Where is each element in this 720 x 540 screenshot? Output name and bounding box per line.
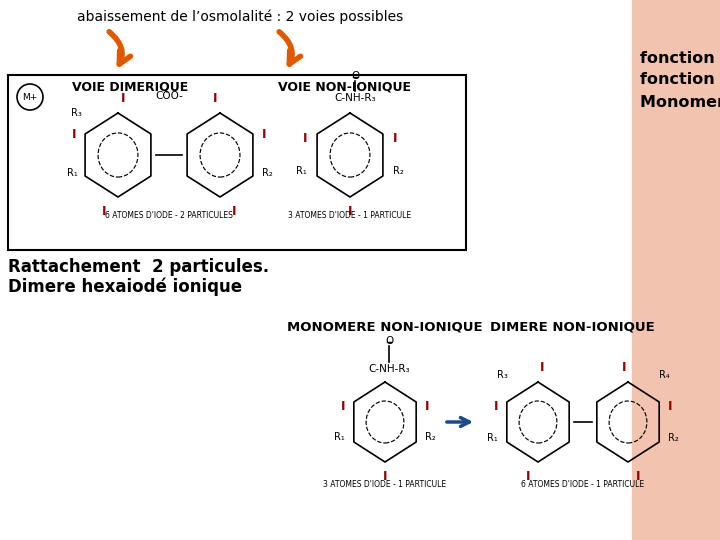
Text: I: I [341,401,345,414]
Text: I: I [212,92,217,105]
Text: abaissement de l’osmolalité : 2 voies possibles: abaissement de l’osmolalité : 2 voies p… [77,10,403,24]
Text: R₄: R₄ [659,370,670,380]
Text: Dimere hexaiodé ionique: Dimere hexaiodé ionique [8,278,242,296]
Text: I: I [393,132,397,145]
Text: I: I [425,401,430,414]
Text: I: I [540,361,544,374]
Text: I: I [262,129,266,141]
Text: I: I [302,132,307,145]
Text: R₁: R₁ [334,432,345,442]
Text: Monomere tri-iodé non inique: Monomere tri-iodé non inique [640,94,720,110]
Text: MONOMERE NON-IONIQUE: MONOMERE NON-IONIQUE [287,320,483,333]
Text: R₂: R₂ [393,166,404,176]
Bar [8,75,466,250]
Text: I: I [71,129,76,141]
Text: 3 ATOMES D'IODE - 1 PARTICULE: 3 ATOMES D'IODE - 1 PARTICULE [289,211,412,220]
Text: O: O [385,336,393,346]
Text: I: I [102,205,107,218]
Text: COO-: COO- [155,91,183,101]
Text: I: I [526,470,530,483]
Bar [632,0,720,540]
Text: R₁: R₁ [296,166,307,176]
Text: I: I [668,400,672,413]
Text: C-NH-R₃: C-NH-R₃ [334,93,376,103]
Text: fonction saline remplacée par une: fonction saline remplacée par une [640,50,720,66]
Text: 6 ATOMES D'IODE - 1 PARTICULE: 6 ATOMES D'IODE - 1 PARTICULE [521,480,644,489]
Text: R₁: R₁ [67,168,78,178]
Text: 3 ATOMES D'IODE - 1 PARTICULE: 3 ATOMES D'IODE - 1 PARTICULE [323,480,446,489]
Text: R₂: R₂ [425,432,436,442]
Text: VOIE DIMERIQUE: VOIE DIMERIQUE [72,80,188,93]
Text: fonction amine:: fonction amine: [640,72,720,87]
Text: O: O [351,71,359,81]
Text: R₂: R₂ [668,433,679,443]
Text: I: I [383,470,387,483]
Text: I: I [348,205,352,218]
Text: Rattachement  2 particules.: Rattachement 2 particules. [8,258,269,276]
Text: R₃: R₃ [497,370,508,380]
Text: VOIE NON-IONIQUE: VOIE NON-IONIQUE [279,80,412,93]
Text: I: I [232,205,236,218]
Text: I: I [622,361,626,374]
Text: C-NH-R₃: C-NH-R₃ [368,364,410,374]
Text: 6 ATOMES D'IODE - 2 PARTICULES: 6 ATOMES D'IODE - 2 PARTICULES [105,211,233,220]
Text: M+: M+ [22,92,37,102]
Text: I: I [121,92,125,105]
Text: R₁: R₁ [487,433,498,443]
Text: DIMERE NON-IONIQUE: DIMERE NON-IONIQUE [490,320,654,333]
Text: I: I [493,400,498,413]
Text: R₂: R₂ [262,168,273,178]
Text: R₃: R₃ [71,108,82,118]
Text: I: I [636,470,640,483]
